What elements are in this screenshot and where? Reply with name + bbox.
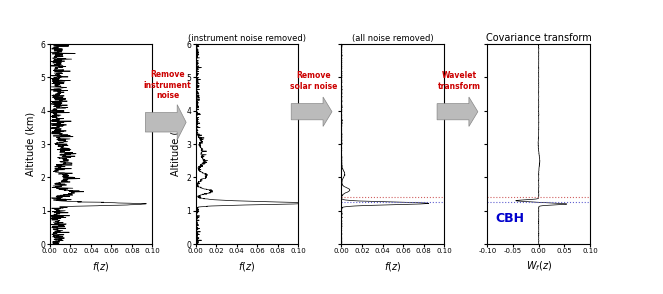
X-axis label: $W_f(z)$: $W_f(z)$ [526,260,552,273]
Title: Covariance transform: Covariance transform [486,33,591,43]
Text: CBH: CBH [495,212,524,225]
Y-axis label: Altitude (km): Altitude (km) [25,112,35,176]
Y-axis label: Altitude (km): Altitude (km) [171,112,181,176]
Title: (instrument noise removed): (instrument noise removed) [188,34,306,43]
Text: Remove
solar noise: Remove solar noise [290,71,337,91]
X-axis label: $f(z)$: $f(z)$ [238,260,256,273]
Text: Remove
instrument
noise: Remove instrument noise [144,70,192,100]
Title: (all noise removed): (all noise removed) [352,34,434,43]
FancyArrow shape [437,97,478,126]
FancyArrow shape [291,97,332,126]
Text: Wavelet
transform: Wavelet transform [438,71,481,91]
X-axis label: $f(z)$: $f(z)$ [92,260,110,273]
X-axis label: $f(z)$: $f(z)$ [384,260,402,273]
FancyArrow shape [145,105,186,140]
